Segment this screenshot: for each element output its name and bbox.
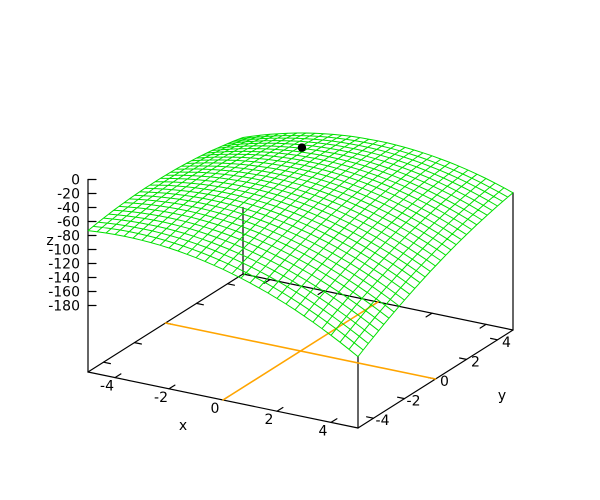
x-axis: -4 -2 0 2 4 — [100, 279, 487, 439]
z-axis: 0-20-40-60-80-100-120-140-160-180 — [48, 173, 97, 373]
y-tick-label: 2 — [471, 354, 480, 370]
x-tick-label: -2 — [154, 390, 168, 406]
x-tick-label: 0 — [211, 401, 220, 417]
surface-mesh — [87, 132, 514, 357]
z-tick-label: -40 — [57, 201, 80, 217]
z-tick-label: -20 — [57, 187, 80, 203]
z-tick-label: -60 — [57, 215, 80, 231]
y-tick-label: -2 — [407, 394, 421, 410]
z-tick-label: -100 — [48, 243, 80, 259]
y-axis-label: y — [498, 388, 506, 404]
y-tick-label: 0 — [440, 374, 449, 390]
y-axis: -4 -2 0 2 4 — [102, 283, 511, 429]
x-axis-label: x — [179, 418, 187, 434]
z-tick-label: -160 — [48, 285, 80, 301]
surface-point-marker — [297, 143, 307, 152]
z-tick-label: -120 — [48, 257, 80, 273]
x-tick-label: 4 — [319, 423, 328, 439]
zero-axis-lines — [164, 301, 437, 401]
marker — [297, 143, 307, 152]
y-tick-label: -4 — [376, 413, 390, 429]
x-tick-label: 2 — [265, 412, 274, 428]
z-tick-label: 0 — [71, 173, 80, 189]
axes-box — [87, 192, 514, 429]
z-tick-label: -140 — [48, 271, 80, 287]
wireframe-lines — [87, 132, 514, 357]
z-tick-label: -180 — [48, 299, 80, 315]
y-tick-label: 4 — [502, 335, 511, 351]
z-tick-label: -80 — [57, 229, 80, 245]
z-axis-label: z — [46, 233, 53, 249]
x-tick-label: -4 — [100, 379, 114, 395]
